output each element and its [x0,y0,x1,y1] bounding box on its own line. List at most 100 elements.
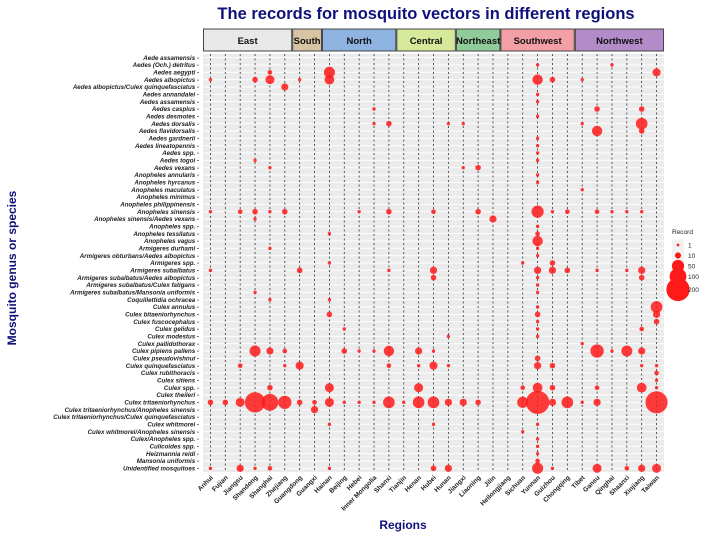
data-point [235,397,245,407]
data-point [324,74,335,85]
legend-entry: 1 [672,239,692,251]
data-point [207,399,214,406]
y-tick-label: Culicoides spp. - [149,444,199,451]
data-point [638,106,645,112]
region-strip-box [500,28,575,52]
y-tick-label: Anopheles philippinensis - [119,202,199,209]
data-point [372,121,376,126]
y-tick-label: Anopheles spp. - [148,224,199,231]
y-tick-label: Culex bitaeniorhynchus - [125,312,199,319]
data-point [535,143,540,148]
data-point [580,341,584,346]
data-point [249,345,261,357]
data-point [591,125,603,137]
data-point [414,383,424,393]
y-tick-label: Aedes vexans - [153,165,199,172]
data-point [639,209,644,214]
y-tick-label: Aedes desmotes - [145,114,199,121]
data-point [296,399,303,406]
y-tick-label: Culex pseudovishnui - [133,356,199,363]
data-point [327,422,332,427]
region-strip-box [203,28,293,52]
data-point [653,318,660,325]
y-tick-label: Armigeres spp. - [149,260,199,267]
data-point [489,215,497,223]
data-point [278,395,292,409]
data-point [383,396,395,409]
x-tick-label: Henan [404,474,423,493]
data-point [535,136,540,141]
region-label: North [346,36,372,47]
data-point [624,465,630,471]
region-strip-north: North [321,28,397,52]
y-tick-label: Aedes (Och.) detritus - [132,62,199,69]
data-point [535,92,540,97]
data-point [372,400,376,405]
region-label: Central [410,36,443,47]
data-point [593,398,601,406]
data-point [564,267,571,274]
data-point [444,398,452,406]
region-strip-central: Central [396,28,456,52]
y-tick-label: Coquillettidia ochracea - [127,297,199,304]
data-point [652,463,662,473]
y-tick-label: Aedes albopictus - [143,77,199,84]
data-point [296,267,303,274]
data-point [535,253,540,258]
data-point [283,363,287,368]
legend-symbol [674,252,682,259]
y-tick-label: Culex quinquefasciatus - [126,363,199,370]
legend-title: Record [672,229,693,236]
data-point [548,266,557,274]
region-strip-box [455,28,501,52]
data-point [252,76,258,83]
y-tick-label: Culex gelidus - [155,326,199,333]
data-point [429,361,438,370]
data-point [564,209,570,215]
data-point [535,327,540,331]
data-point [412,396,425,409]
data-point [268,209,272,214]
data-point [297,77,302,82]
data-point [475,164,481,171]
data-point [295,361,304,370]
data-point [654,385,659,390]
y-tick-label: Culex whitmorei - [147,422,199,429]
data-point [535,114,540,119]
data-point [532,382,543,393]
region-strip-box [574,28,664,52]
y-tick-label: Armigeres subalbatus/Aedes albopictus - [76,275,199,282]
data-point [590,344,604,358]
data-point [521,429,525,434]
y-tick-label: Armigeres subalbatus/Mansonia uniformis … [69,290,199,297]
data-point [383,345,395,357]
data-point [521,261,525,265]
y-tick-label: Armigeres obturbans/Aedes albopictus - [79,253,199,260]
data-point [372,107,376,111]
data-point [535,305,540,309]
y-tick-label: Aedes albopictus/Culex quinquefasciatus … [72,84,199,91]
y-tick-label: Culex tritaeniorhynchus/Culex quinquefas… [53,414,199,421]
legend-entry: 200 [666,277,699,302]
data-point [446,121,451,126]
y-tick-label: Unidentified mosquitoes - [123,466,199,473]
data-point [327,231,332,236]
legend-label: 200 [688,287,699,294]
data-point [594,209,600,215]
data-point [580,77,584,82]
y-tick-label: Culex fuscocephalus - [133,319,199,326]
y-tick-label: Culex sitiens - [157,378,199,385]
legend-label: 1 [688,242,692,249]
data-point [327,297,332,302]
data-point [652,68,661,77]
data-points [207,63,668,474]
y-tick-label: Culex whitmorei/Anopheles sinensis - [88,429,199,436]
y-tick-label: Aedes assamensis - [139,99,199,106]
data-point [253,466,257,471]
data-point [208,209,213,214]
region-strip-south: South [292,28,322,52]
y-tick-label: Culex annulus - [153,304,199,311]
y-tick-label: Armigeres subalbatus - [129,268,199,275]
y-tick-label: Aede assamensis - [142,55,199,62]
data-point [446,334,451,339]
